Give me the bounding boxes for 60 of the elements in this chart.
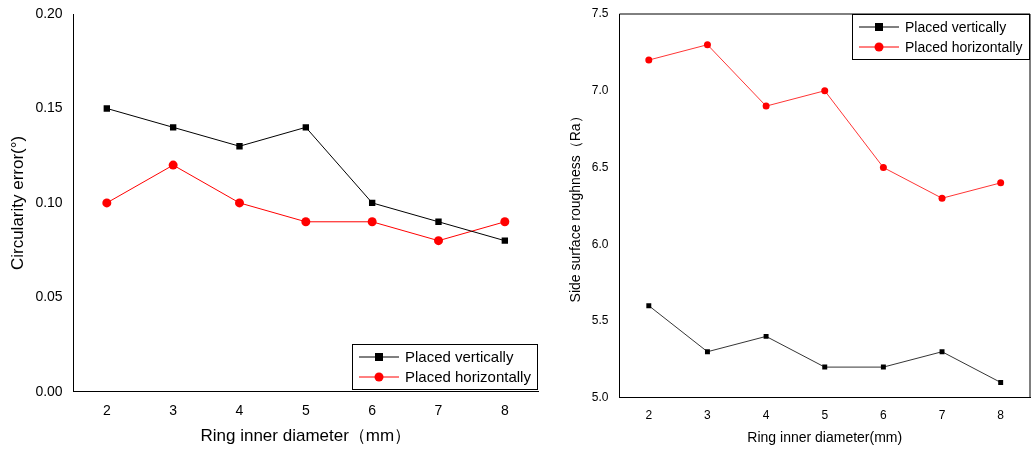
x-axis-title: Ring inner diameter（mm） <box>200 426 412 446</box>
x-tick-label: 2 <box>102 402 111 419</box>
point <box>234 198 244 208</box>
y-tick-label: 5.0 <box>591 390 609 405</box>
y-tick-label: 0.15 <box>35 99 63 116</box>
x-tick-label: 5 <box>301 402 310 419</box>
point <box>879 164 887 172</box>
point <box>169 124 177 131</box>
x-tick-label: 3 <box>169 402 178 419</box>
y-tick-label: 7.5 <box>591 6 609 21</box>
point <box>102 198 112 208</box>
point <box>103 105 110 112</box>
y-tick-label: 0.20 <box>35 4 63 21</box>
x-tick-label: 7 <box>434 402 443 419</box>
point <box>704 349 710 355</box>
y-tick-label: 0.00 <box>35 382 63 399</box>
point <box>762 102 770 110</box>
y-tick-label: 5.5 <box>591 313 609 328</box>
point <box>434 236 443 246</box>
point <box>938 194 946 202</box>
y-tick-label: 6.0 <box>591 236 609 251</box>
x-axis-title: Ring inner diameter(mm) <box>747 429 903 446</box>
x-tick-label: 8 <box>500 402 509 419</box>
point <box>822 364 828 370</box>
y-tick-label: 6.5 <box>591 159 609 174</box>
x-tick-label: 7 <box>938 408 946 423</box>
x-tick-label: 2 <box>645 408 653 423</box>
point <box>168 160 178 170</box>
x-tick-label: 6 <box>368 402 377 419</box>
y-tick-label: 0.05 <box>35 288 63 305</box>
legend-label: Placed vertically <box>405 346 514 367</box>
point <box>645 56 653 64</box>
y-tick-label: 0.10 <box>35 193 63 210</box>
x-tick-label: 6 <box>880 408 888 423</box>
y-axis-title: Circularity error(°) <box>7 135 27 271</box>
point <box>939 349 945 355</box>
point <box>763 333 769 339</box>
x-tick-label: 4 <box>235 402 244 419</box>
point <box>500 217 510 227</box>
point <box>703 41 711 49</box>
legend-label: Placed horizontally <box>905 38 1023 57</box>
point <box>302 124 310 131</box>
y-tick-label: 7.0 <box>591 83 609 98</box>
point <box>821 87 829 95</box>
x-tick-label: 3 <box>704 408 712 423</box>
x-tick-label: 4 <box>762 408 770 423</box>
x-tick-label: 5 <box>821 408 829 423</box>
point <box>236 143 243 150</box>
point <box>646 303 652 309</box>
y-axis-title: Side surface roughness（Ra） <box>567 109 584 303</box>
legend-label: Placed vertically <box>905 18 1007 37</box>
point <box>880 364 886 370</box>
point <box>997 179 1005 187</box>
point <box>301 217 311 227</box>
x-tick-label: 8 <box>997 408 1005 423</box>
point <box>435 218 442 225</box>
point <box>998 379 1004 385</box>
point <box>501 237 509 244</box>
legend-label: Placed horizontally <box>405 366 531 387</box>
point <box>367 217 377 227</box>
